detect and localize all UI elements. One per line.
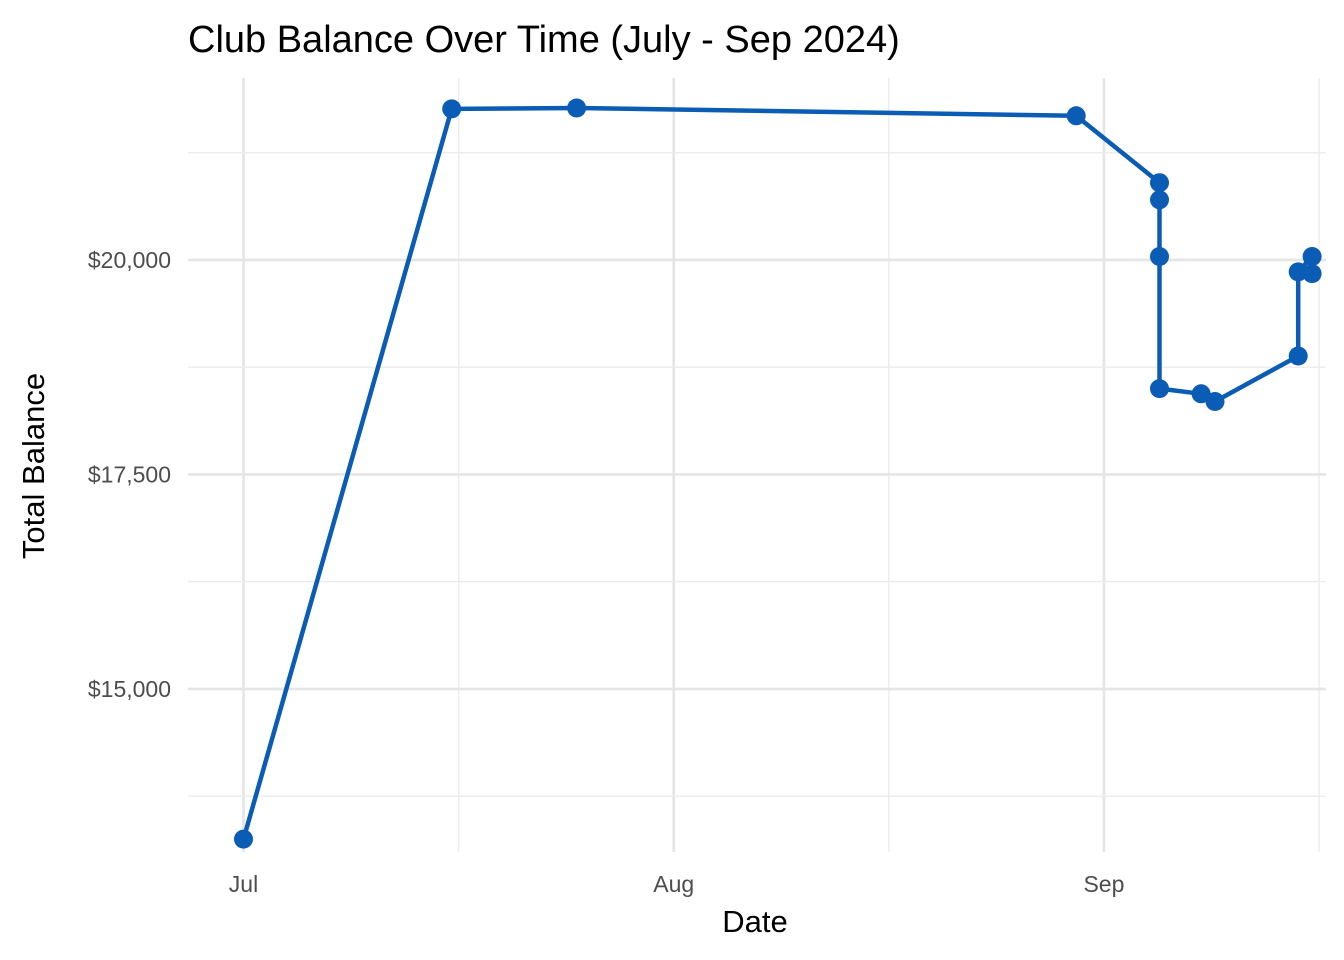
x-tick-label: Jul (229, 871, 258, 897)
data-point (1066, 106, 1086, 126)
data-point (1150, 247, 1169, 266)
data-point (442, 99, 462, 119)
series-line (241, 105, 1315, 842)
series-lines (241, 105, 1315, 842)
data-point (1288, 262, 1308, 282)
data-point (567, 98, 587, 118)
x-axis-title: Date (722, 904, 787, 939)
data-point (1288, 346, 1308, 366)
data-point (234, 829, 253, 849)
chart-title: Club Balance Over Time (July - Sep 2024) (188, 19, 900, 61)
data-point (1150, 173, 1169, 193)
data-point (1150, 379, 1169, 399)
x-axis-ticks: Jul Aug Sep (229, 871, 1125, 897)
y-tick-label: $20,000 (88, 247, 171, 273)
y-tick-label: $15,000 (88, 676, 171, 702)
data-point (1150, 190, 1169, 210)
y-axis-ticks: $15,000 $17,500 $20,000 (88, 247, 171, 702)
series-points (234, 98, 1322, 849)
data-point (1205, 392, 1225, 411)
y-tick-label: $17,500 (88, 461, 171, 487)
x-tick-label: Aug (653, 871, 694, 897)
data-point (1302, 247, 1322, 266)
gridlines (188, 78, 1326, 852)
data-point (1191, 384, 1211, 404)
y-axis-title: Total Balance (16, 373, 51, 559)
x-tick-label: Sep (1083, 871, 1124, 897)
data-point (1302, 264, 1322, 284)
